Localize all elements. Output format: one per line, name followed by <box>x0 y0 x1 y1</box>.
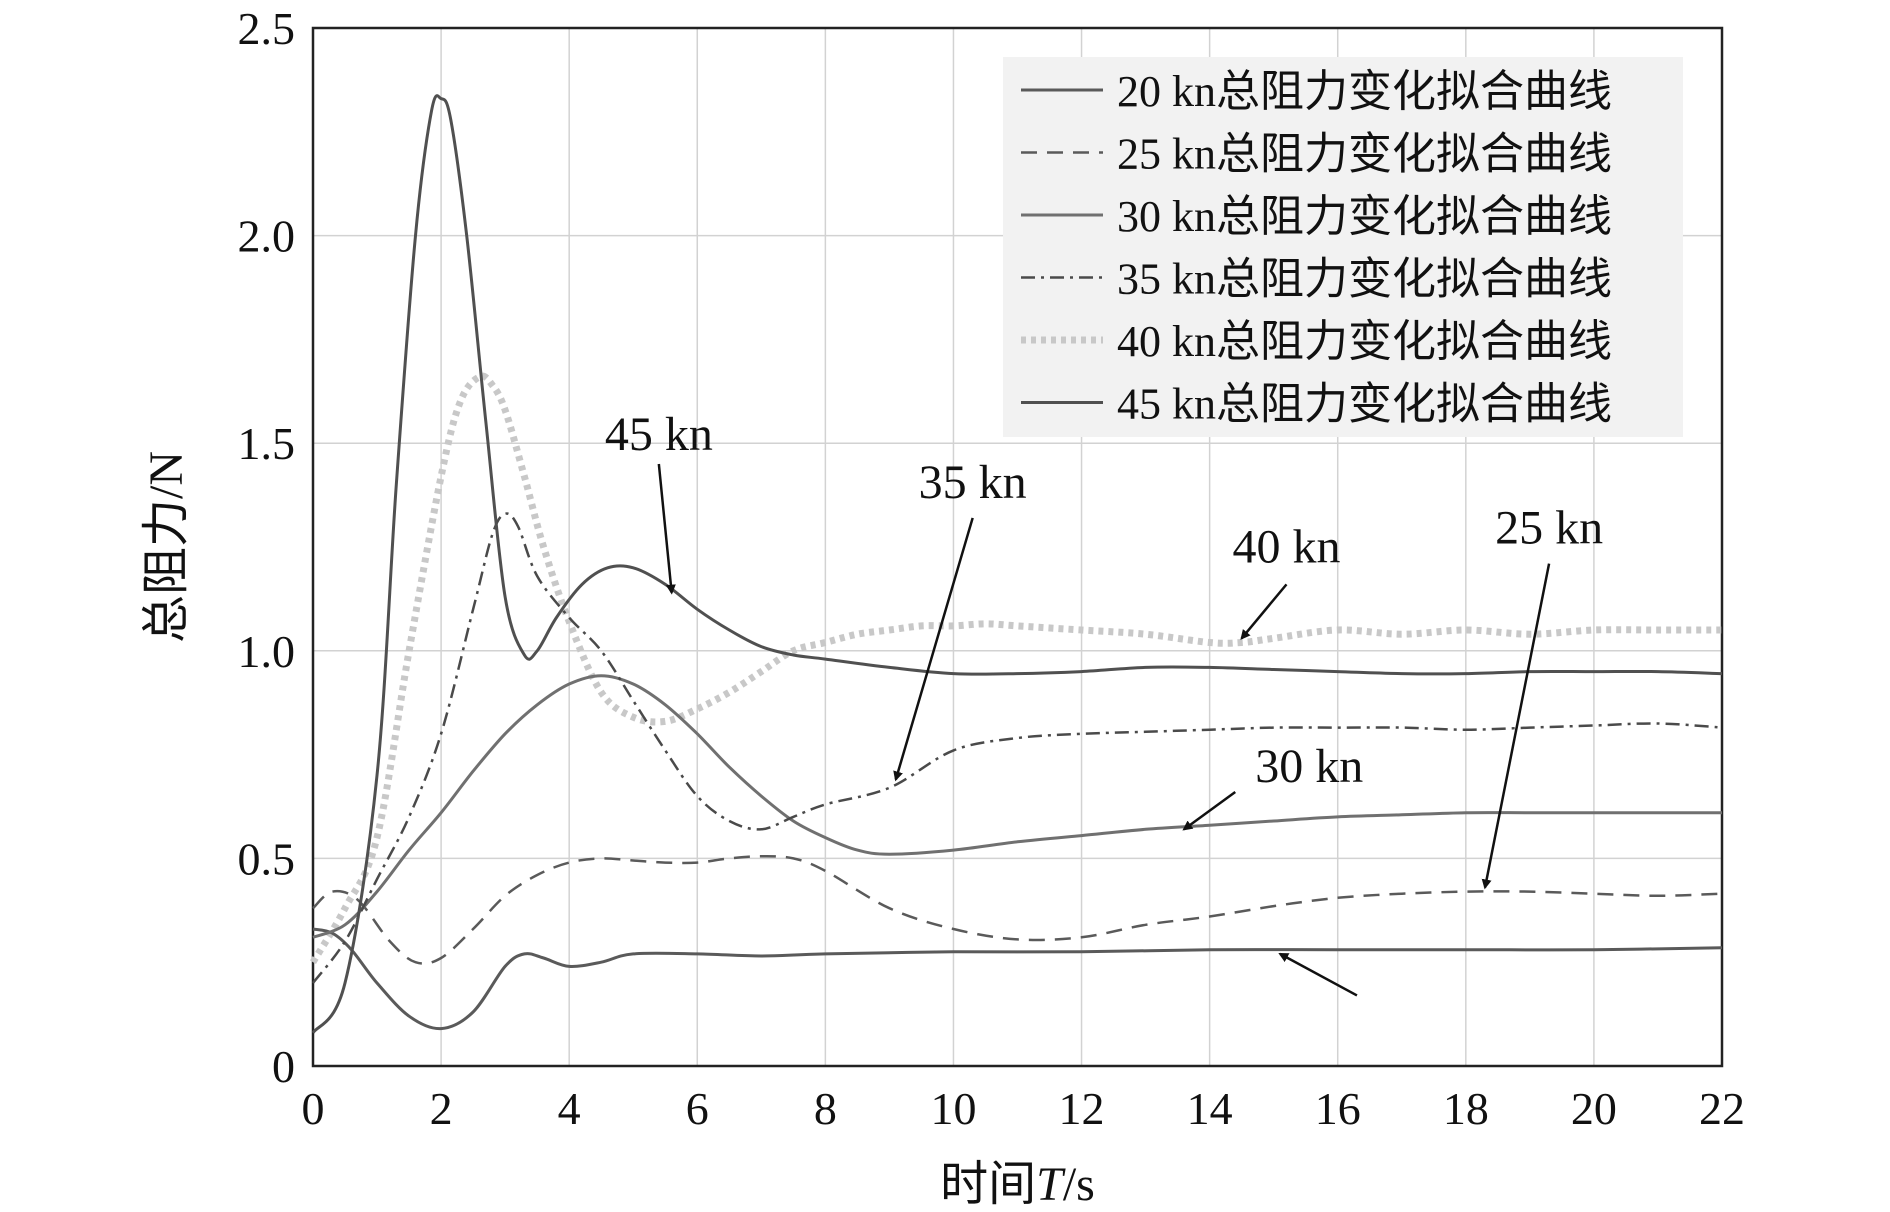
annotation-label-4: 25 kn <box>1495 502 1603 555</box>
x-axis-title-prefix: 时间 <box>940 1158 1036 1211</box>
series-line-2 <box>312 855 1723 965</box>
annotation-label-5: 30 kn <box>1255 740 1363 793</box>
tick-labels: 0 2 4 6 8 10 12 14 16 18 20 22 0 0.5 1.0 1.5 2.0 2.5 <box>238 3 1746 1134</box>
annotation-arrow-4 <box>1481 563 1551 890</box>
x-tick-label: 6 <box>686 1083 709 1134</box>
x-tick-label: 16 <box>1315 1083 1361 1134</box>
series-line-5 <box>309 372 1722 964</box>
series-line-3 <box>312 674 1722 939</box>
x-tick-label: 4 <box>558 1083 581 1134</box>
annotation-arrow-1 <box>657 463 676 595</box>
x-tick-label: 0 <box>302 1083 325 1134</box>
annotation-label-2: 35 kn <box>919 456 1027 509</box>
x-tick-label: 2 <box>430 1083 453 1134</box>
x-axis-title: 时间T/s <box>940 1158 1095 1211</box>
annotation-arrow-6 <box>1278 952 1358 997</box>
annotation-label-3: 40 kn <box>1232 520 1340 573</box>
x-tick-label: 8 <box>814 1083 837 1134</box>
x-axis-title-unit: /s <box>1063 1158 1095 1211</box>
x-tick-label: 10 <box>930 1083 976 1134</box>
series-line-4 <box>312 512 1723 984</box>
y-tick-label: 0 <box>272 1041 295 1092</box>
x-tick-label: 14 <box>1187 1083 1233 1134</box>
series-line-1 <box>312 927 1723 1031</box>
series-layer <box>309 94 1723 1034</box>
x-tick-label: 18 <box>1443 1083 1489 1134</box>
x-axis-title-variable: T <box>1036 1158 1066 1211</box>
x-tick-label: 12 <box>1059 1083 1105 1134</box>
x-tick-label: 22 <box>1699 1083 1745 1134</box>
y-tick-label: 1.5 <box>238 418 296 469</box>
legend: 20 kn总阻力变化拟合曲线 25 kn总阻力变化拟合曲线 30 kn总阻力变化拟合… <box>1003 57 1683 437</box>
plot-frame <box>311 26 1724 1068</box>
y-tick-label: 1.0 <box>238 626 296 677</box>
legend-label-5: 40 kn总阻力变化拟合曲线 <box>1117 317 1612 366</box>
series-line-6 <box>311 94 1723 1034</box>
legend-box <box>1003 57 1683 437</box>
annotation-arrow-3 <box>1240 583 1288 640</box>
annotation-label-1: 45 kn <box>605 408 713 461</box>
annotation-arrow-5 <box>1182 790 1236 831</box>
annotation-arrow-2 <box>893 517 974 782</box>
legend-label-3: 30 kn总阻力变化拟合曲线 <box>1117 192 1612 241</box>
legend-label-4: 35 kn总阻力变化拟合曲线 <box>1117 255 1612 304</box>
annotations: 45 kn 35 kn 40 kn 25 kn 30 kn <box>605 408 1603 997</box>
y-tick-label: 2.0 <box>238 211 296 262</box>
y-tick-label: 2.5 <box>238 3 296 54</box>
legend-label-2: 25 kn总阻力变化拟合曲线 <box>1117 130 1612 179</box>
x-tick-label: 20 <box>1571 1083 1617 1134</box>
legend-label-6: 45 kn总阻力变化拟合曲线 <box>1117 380 1612 429</box>
legend-label-1: 20 kn总阻力变化拟合曲线 <box>1117 67 1612 116</box>
y-axis-title: 总阻力/N <box>140 451 193 643</box>
y-tick-label: 0.5 <box>238 833 296 884</box>
